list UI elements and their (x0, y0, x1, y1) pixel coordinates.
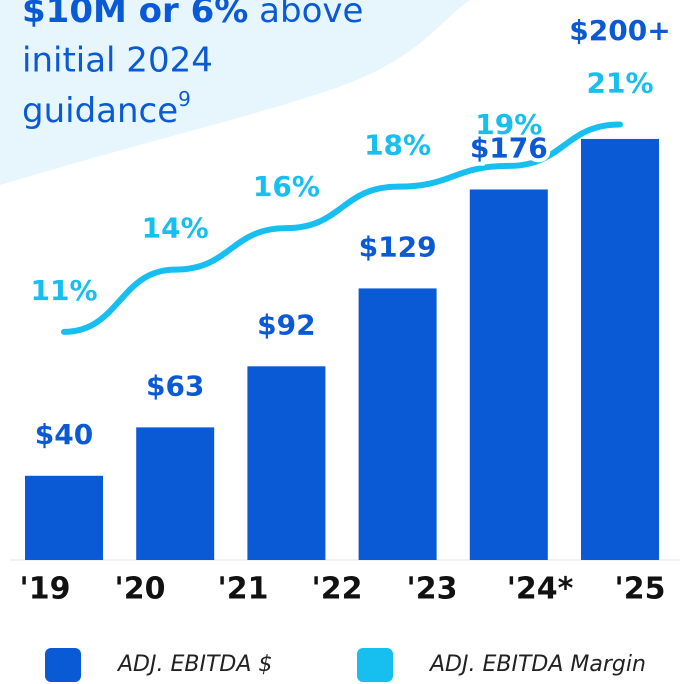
margin-value-label: 21% (586, 66, 653, 99)
annotation-highlight: $10M or 6% (22, 0, 248, 31)
annotation-line: guidance (22, 91, 178, 131)
legend-swatch (45, 648, 81, 682)
annotation: $10M or 6% above (22, 0, 363, 31)
legend-swatch (357, 648, 393, 682)
margin-value-label: 14% (142, 212, 209, 245)
legend-label: ADJ. EBITDA Margin (428, 652, 646, 677)
annotation-rest: above (259, 0, 363, 31)
x-tick-label: '25 (615, 572, 666, 607)
x-tick-label: '21 (218, 572, 269, 607)
bar-value-label: $63 (146, 369, 204, 402)
bar-value-label: $176 (470, 131, 548, 164)
plot: '19 '20 '21 '22 '23 '24* '25 $40 $63 $92 $129 $176 $… (10, 10, 680, 607)
margin-value-label: 11% (30, 274, 97, 307)
annotation-line: guidance9 (22, 87, 191, 131)
bar (25, 475, 103, 560)
bar-value-label: $92 (257, 308, 315, 341)
bar (136, 427, 215, 560)
x-tick-label: '24* (507, 572, 574, 607)
x-tick-label: '23 (407, 572, 458, 607)
margin-line (61, 121, 623, 335)
x-tick-label: '20 (115, 572, 166, 607)
bar-value-label: $200+ (569, 14, 670, 47)
x-tick-label: '19 (20, 572, 71, 607)
margin-value-label: 18% (364, 129, 431, 162)
annotation-line: initial 2024 (22, 41, 213, 81)
bar-value-label: $40 (35, 418, 93, 451)
x-tick-label: '22 (312, 572, 363, 607)
bar (581, 138, 659, 560)
bar (469, 189, 548, 560)
bar (358, 288, 437, 560)
margin-value-label: 19% (475, 108, 542, 141)
margin-value-label: 16% (253, 170, 320, 203)
footnote: 9 (178, 87, 191, 111)
annotation-background (0, 0, 470, 185)
legend-label: ADJ. EBITDA $ (116, 652, 272, 677)
bar (247, 366, 326, 560)
bar-value-label: $129 (359, 230, 437, 263)
